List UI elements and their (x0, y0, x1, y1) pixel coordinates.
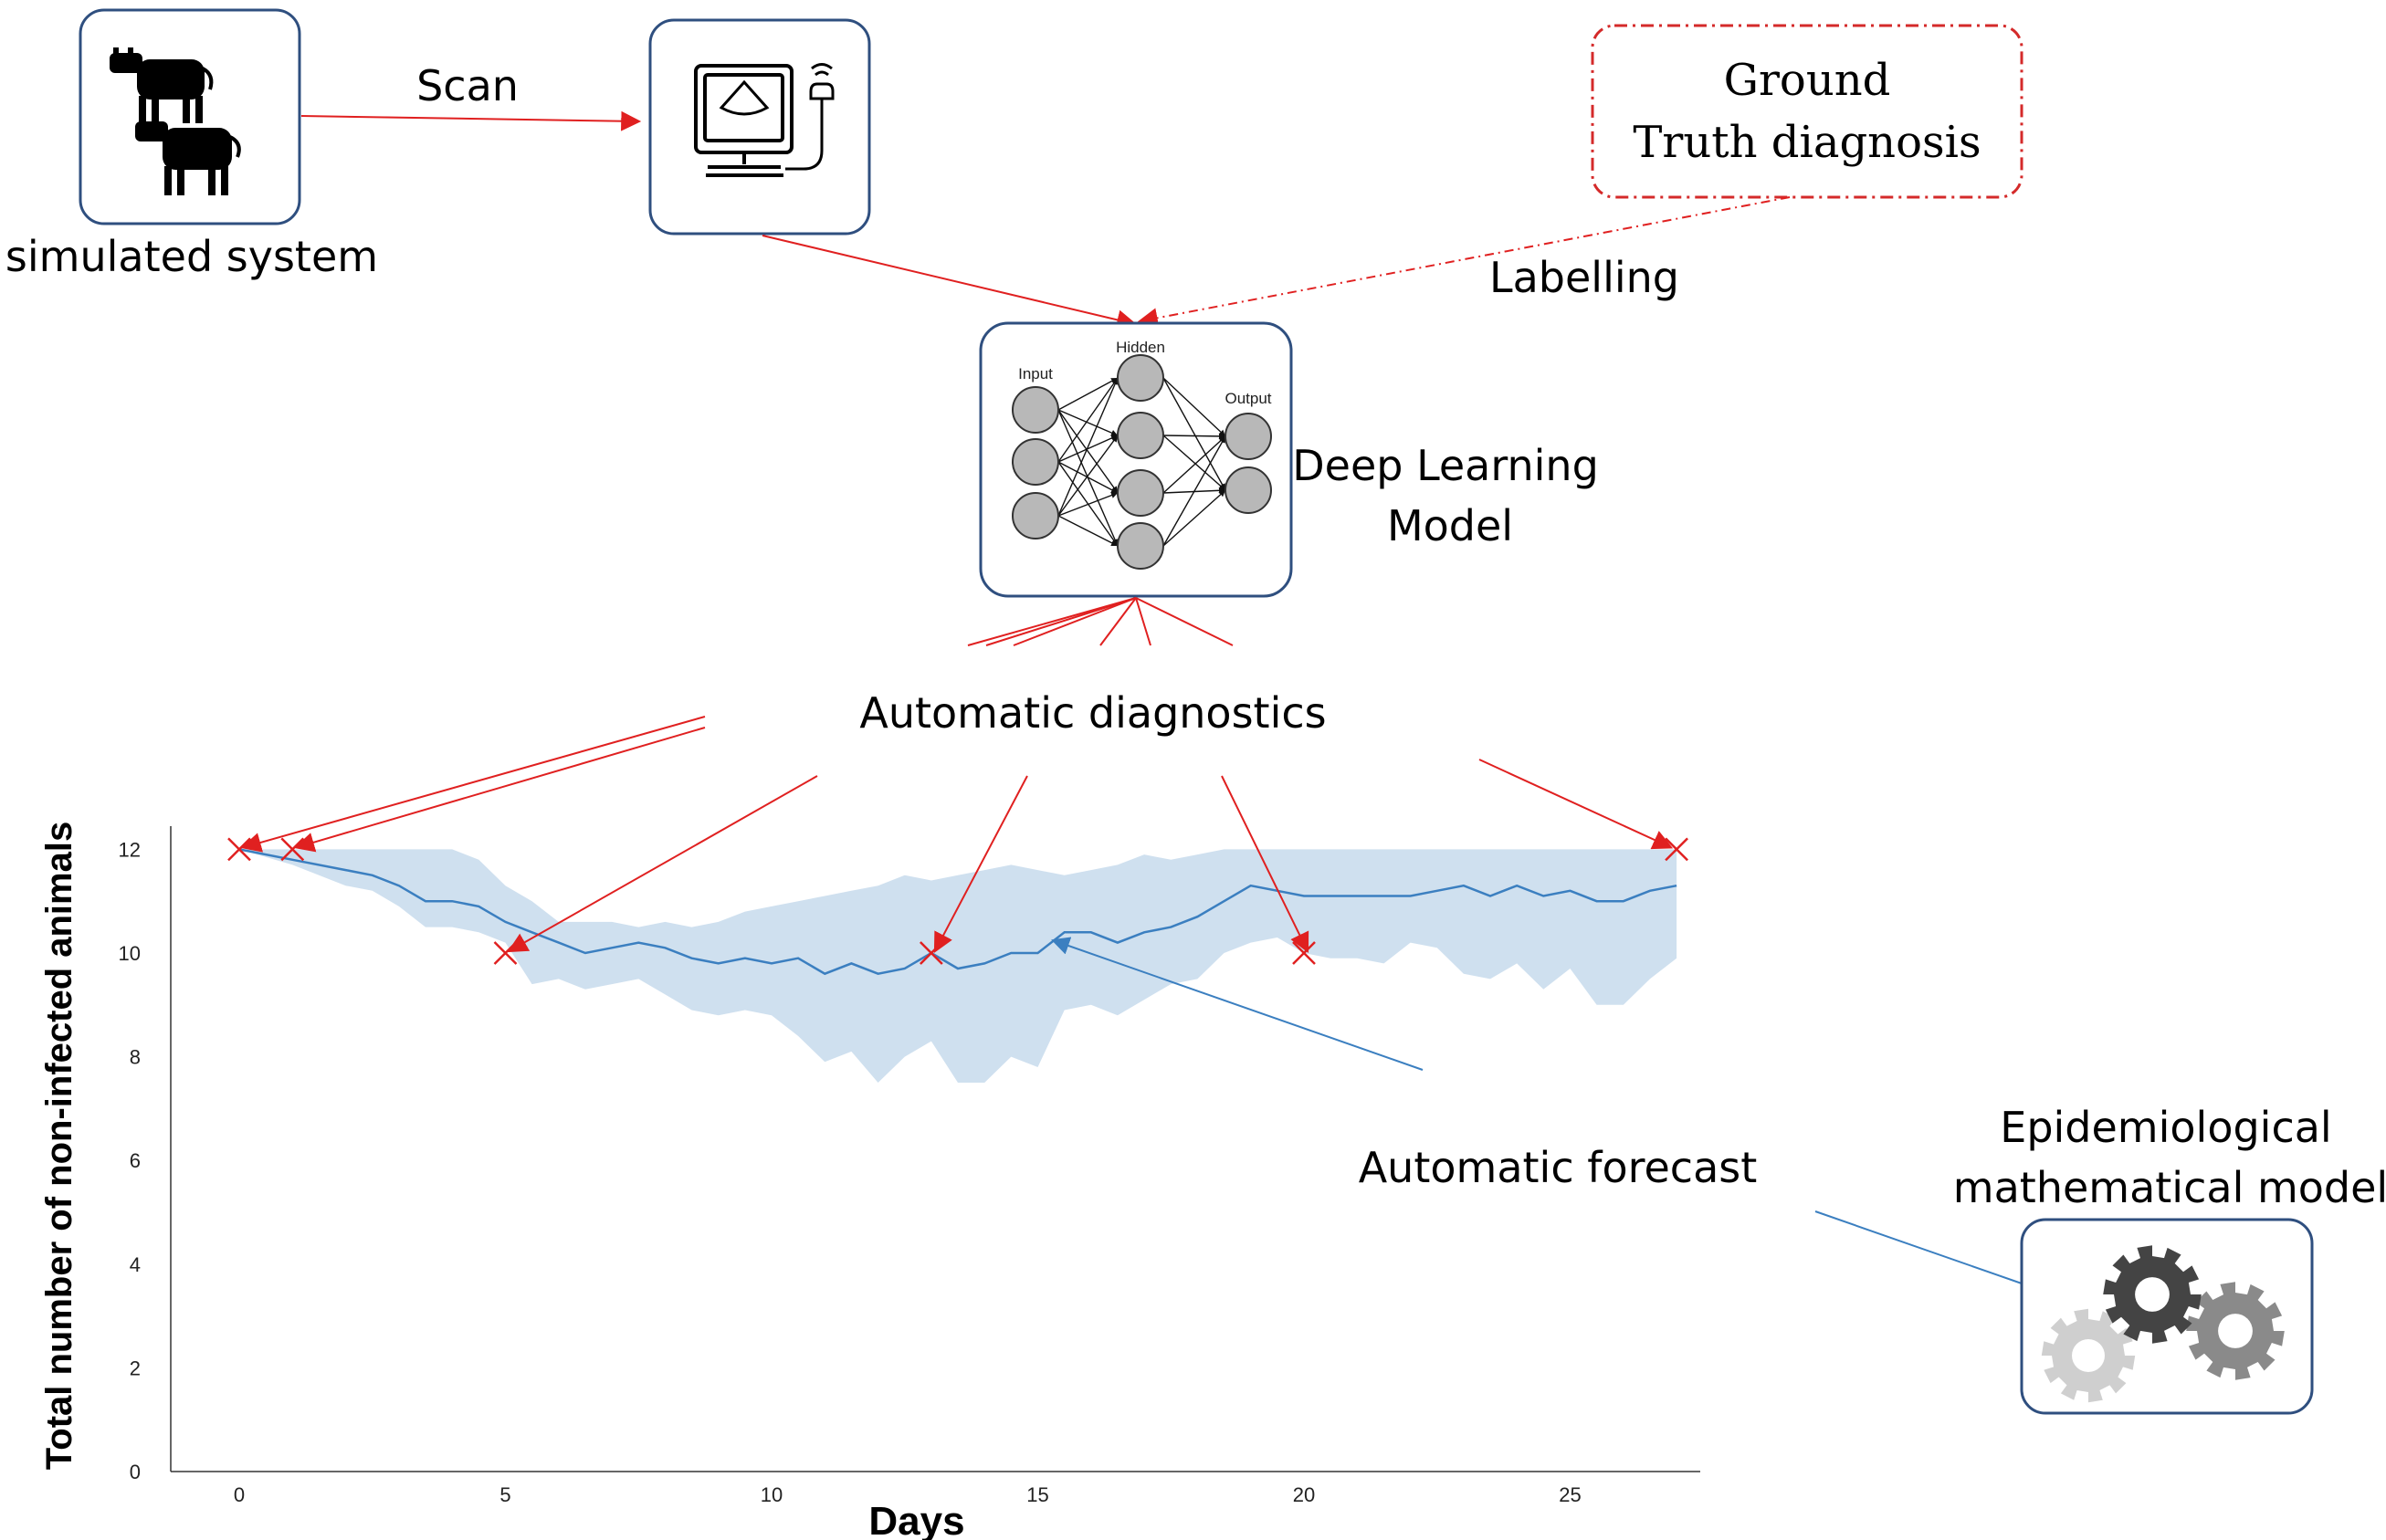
diagnostic-marker (227, 837, 251, 862)
cow-silhouettes-icon (110, 47, 241, 195)
diagnostic-arrow (1478, 759, 1674, 850)
x-tick-label: 25 (1559, 1483, 1581, 1506)
x-tick-label: 15 (1026, 1483, 1048, 1506)
nn-node (1117, 469, 1164, 517)
nn-node (1012, 438, 1059, 486)
nn-node (1012, 386, 1059, 434)
nn-connection (1162, 489, 1226, 547)
diagnostic-arrow (1221, 775, 1309, 953)
diagnostic-arrows (240, 716, 1674, 953)
nn-connection (1057, 435, 1119, 463)
confidence-band (239, 849, 1677, 1083)
diagnostic-arrow (240, 716, 706, 853)
nn-connection (1162, 435, 1226, 547)
nn-connection (1057, 492, 1119, 517)
nn-connection (1057, 377, 1119, 411)
nn-node (1225, 413, 1272, 460)
nn-node (1012, 492, 1059, 540)
nn-connection (1057, 409, 1119, 436)
mean-forecast-line (238, 848, 1677, 976)
y-tick-label: 2 (130, 1357, 141, 1379)
y-axis-title: Total number of non-infected animals (39, 822, 79, 1470)
nn-connection (1057, 377, 1119, 517)
scan-label: Scan (416, 61, 519, 110)
diagnostic-arrow (507, 775, 818, 953)
scanner-box (648, 18, 871, 236)
deep-learning-label-line2: Model (1387, 501, 1513, 550)
nn-input-label: Input (1018, 365, 1053, 382)
nn-connection (1162, 377, 1226, 437)
x-tick-label: 0 (234, 1483, 245, 1506)
y-tick-label: 10 (119, 942, 141, 965)
ultrasound-scanner-icon (694, 63, 835, 177)
nn-connection (1162, 435, 1226, 494)
y-tick-label: 12 (119, 838, 141, 861)
ground-truth-box (1591, 24, 2023, 199)
ground-truth-label-line2: Truth diagnosis (1633, 117, 1981, 168)
model-output-spray (967, 597, 1234, 646)
diagnostic-marker (1292, 941, 1316, 965)
diagnostic-marker (1665, 837, 1688, 862)
nn-connection (1057, 515, 1119, 547)
gears-icon (2041, 1245, 2285, 1403)
deep-learning-model-box (979, 321, 1293, 598)
epi-model-connector (1814, 1210, 2023, 1284)
x-tick-label: 5 (499, 1483, 510, 1506)
nn-node (1117, 522, 1164, 570)
nn-connection (1057, 461, 1119, 494)
labelling-arrow (1137, 196, 1791, 329)
nn-node (1225, 466, 1272, 514)
y-tick-label: 6 (130, 1149, 141, 1172)
nn-hidden-label: Hidden (1116, 339, 1165, 356)
ground-truth-label-line1: Ground (1724, 55, 1891, 106)
deep-learning-label-line1: Deep Learning (1292, 441, 1599, 490)
nn-connection (1057, 409, 1119, 494)
scan-arrow (300, 110, 642, 131)
nn-connection (1162, 435, 1226, 491)
y-tick-label: 4 (130, 1253, 141, 1276)
neural-network-icon (1012, 354, 1272, 570)
forecast-chart: 0 2 4 6 8 10 12 0 5 10 15 20 25 Days Total number o… (39, 716, 1700, 1540)
labelling-label: Labelling (1489, 253, 1679, 302)
nn-connection (1162, 377, 1226, 491)
diagnostic-marker (920, 941, 943, 965)
diagnostic-arrow (933, 775, 1028, 953)
nn-connection (1057, 377, 1119, 463)
diagnostic-markers (227, 837, 1688, 965)
y-tick-label: 8 (130, 1046, 141, 1069)
epi-model-label-line2: mathematical model (1953, 1163, 2386, 1212)
gear-icon (2186, 1282, 2285, 1380)
automatic-diagnostics-label: Automatic diagnostics (859, 688, 1326, 738)
epi-model-label-line1: Epidemiological (2000, 1103, 2331, 1152)
nn-connection (1057, 435, 1119, 517)
diagnostic-marker (493, 941, 518, 965)
diagnostic-marker (280, 837, 305, 862)
x-tick-label: 20 (1293, 1483, 1315, 1506)
nn-connection (1162, 433, 1226, 440)
y-tick-label: 0 (130, 1461, 141, 1483)
diagnostic-arrow (294, 727, 706, 853)
nn-output-label: Output (1225, 390, 1271, 407)
x-tick-labels: 0 5 10 15 20 25 (234, 1483, 1582, 1506)
x-axis-title: Days (868, 1499, 964, 1540)
automatic-forecast-label: Automatic forecast (1359, 1143, 1758, 1192)
nn-node (1117, 412, 1164, 459)
x-tick-label: 10 (761, 1483, 783, 1506)
forecast-arrow (1051, 937, 1424, 1071)
gear-icon (2103, 1245, 2202, 1344)
scan-to-model-arrow (762, 235, 1138, 330)
nn-node (1117, 354, 1164, 402)
gear-icon (2041, 1308, 2136, 1403)
simulated-system-label: simulated system (5, 232, 378, 281)
y-tick-labels: 0 2 4 6 8 10 12 (119, 838, 141, 1483)
